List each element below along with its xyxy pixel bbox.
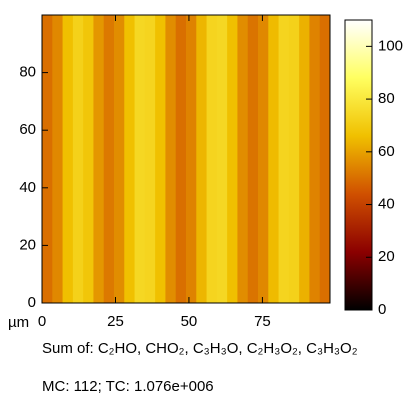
y-tick-label: 60 bbox=[19, 121, 36, 138]
chart: µm 0 25 50 75 0 20 40 60 80 0 20 40 60 80 100 bbox=[8, 14, 403, 331]
heat-cell bbox=[124, 15, 136, 303]
heat-cell bbox=[309, 15, 321, 303]
heat-cell bbox=[227, 15, 238, 303]
y-tick-label: 0 bbox=[28, 294, 36, 311]
heat-cell bbox=[319, 15, 331, 303]
colorbar-tick-label: 0 bbox=[378, 301, 386, 318]
heat-cell bbox=[114, 15, 125, 303]
plot-frame bbox=[41, 14, 331, 304]
heat-cell bbox=[216, 15, 228, 303]
colorbar bbox=[344, 19, 373, 311]
heat-cell bbox=[278, 15, 290, 303]
colorbar-tick-label: 60 bbox=[378, 143, 395, 160]
footer: MC: 112; TC: 1.076e+006 bbox=[42, 378, 214, 395]
heat-cell bbox=[62, 15, 74, 303]
heat-cell bbox=[196, 15, 208, 303]
colorbar-tick-label: 20 bbox=[378, 248, 395, 265]
heat-cell bbox=[247, 15, 259, 303]
heat-cell bbox=[288, 15, 300, 303]
heat-cell bbox=[42, 15, 53, 303]
heat-cell bbox=[93, 15, 105, 303]
x-tick-label: 0 bbox=[38, 313, 46, 330]
x-axis-label: µm bbox=[8, 314, 29, 330]
heat-cell bbox=[155, 15, 166, 303]
heat-cell bbox=[258, 15, 269, 303]
heat-cell bbox=[186, 15, 197, 303]
heat-cell bbox=[52, 15, 64, 303]
colorbar-tick-label: 100 bbox=[378, 37, 403, 54]
heat-cell bbox=[83, 15, 94, 303]
caption: Sum of: C₂HO, CHO₂, C₃H₃O, C₂H₃O₂, C₃H₃O… bbox=[42, 340, 358, 357]
x-tick-label: 25 bbox=[107, 313, 124, 330]
heat-cell bbox=[268, 15, 280, 303]
heat-cell bbox=[175, 15, 187, 303]
heat-cell bbox=[237, 15, 249, 303]
heat-cell bbox=[206, 15, 218, 303]
heat-cell bbox=[165, 15, 177, 303]
heat-cell bbox=[144, 15, 156, 303]
heat-cell bbox=[72, 15, 84, 303]
heat-cell bbox=[299, 15, 310, 303]
x-tick-label: 50 bbox=[181, 313, 198, 330]
y-tick-label: 80 bbox=[19, 64, 36, 81]
y-tick-label: 40 bbox=[19, 179, 36, 196]
x-tick-label: 75 bbox=[254, 313, 271, 330]
colorbar-tick-label: 80 bbox=[378, 90, 395, 107]
colorbar-tick-label: 40 bbox=[378, 196, 395, 213]
heat-cell bbox=[134, 15, 146, 303]
y-tick-label: 20 bbox=[19, 236, 36, 253]
heat-cell bbox=[103, 15, 115, 303]
